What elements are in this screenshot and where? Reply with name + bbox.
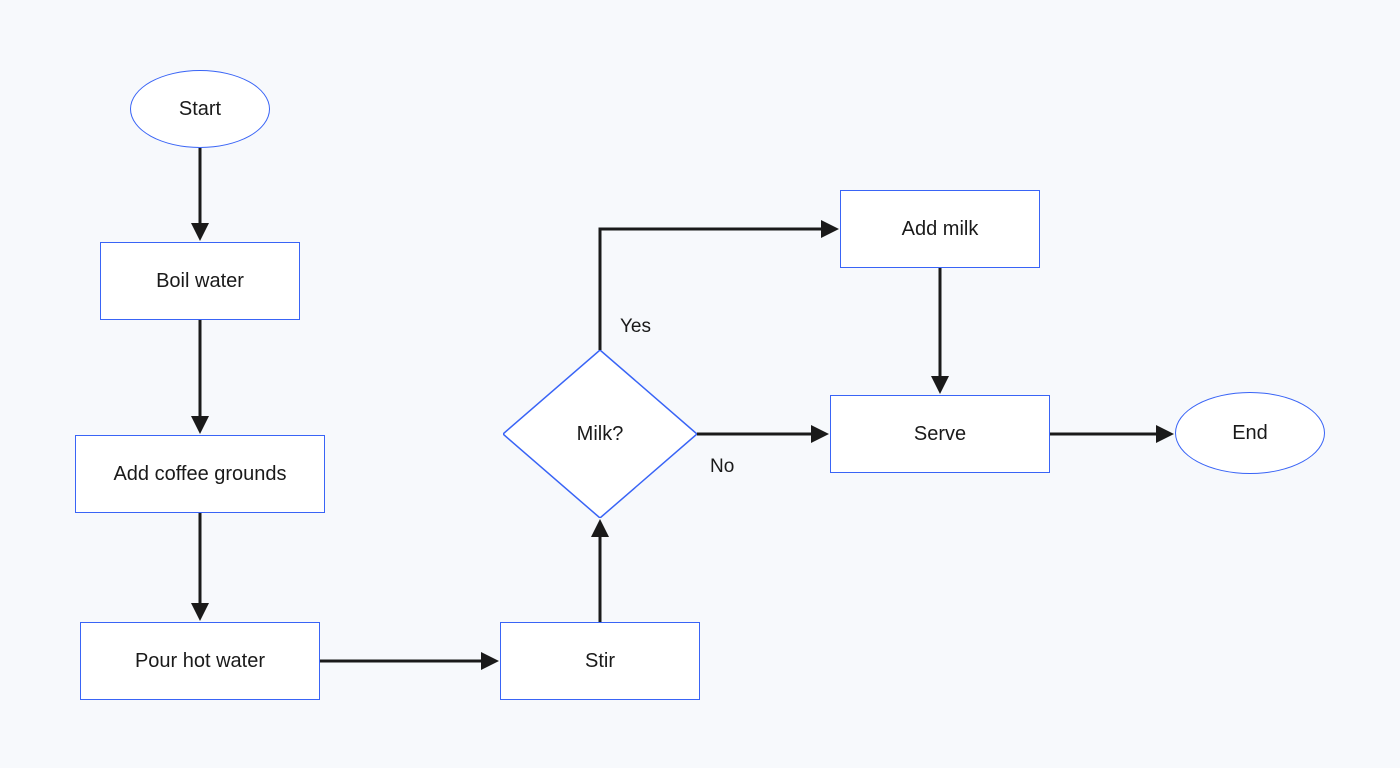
node-serve: Serve xyxy=(830,395,1050,473)
node-start: Start xyxy=(130,70,270,148)
edge-label-milkq-serve: No xyxy=(710,456,734,478)
edge-label-milkq-addmilk: Yes xyxy=(620,316,651,338)
node-grounds: Add coffee grounds xyxy=(75,435,325,513)
flowchart-canvas: Yes No Start Boil water Add coffee grounds Po… xyxy=(0,0,1400,768)
node-stir: Stir xyxy=(500,622,700,700)
node-pour: Pour hot water xyxy=(80,622,320,700)
node-end: End xyxy=(1175,392,1325,474)
node-milkq-label: Milk? xyxy=(503,350,697,518)
node-boil: Boil water xyxy=(100,242,300,320)
node-addmilk: Add milk xyxy=(840,190,1040,268)
